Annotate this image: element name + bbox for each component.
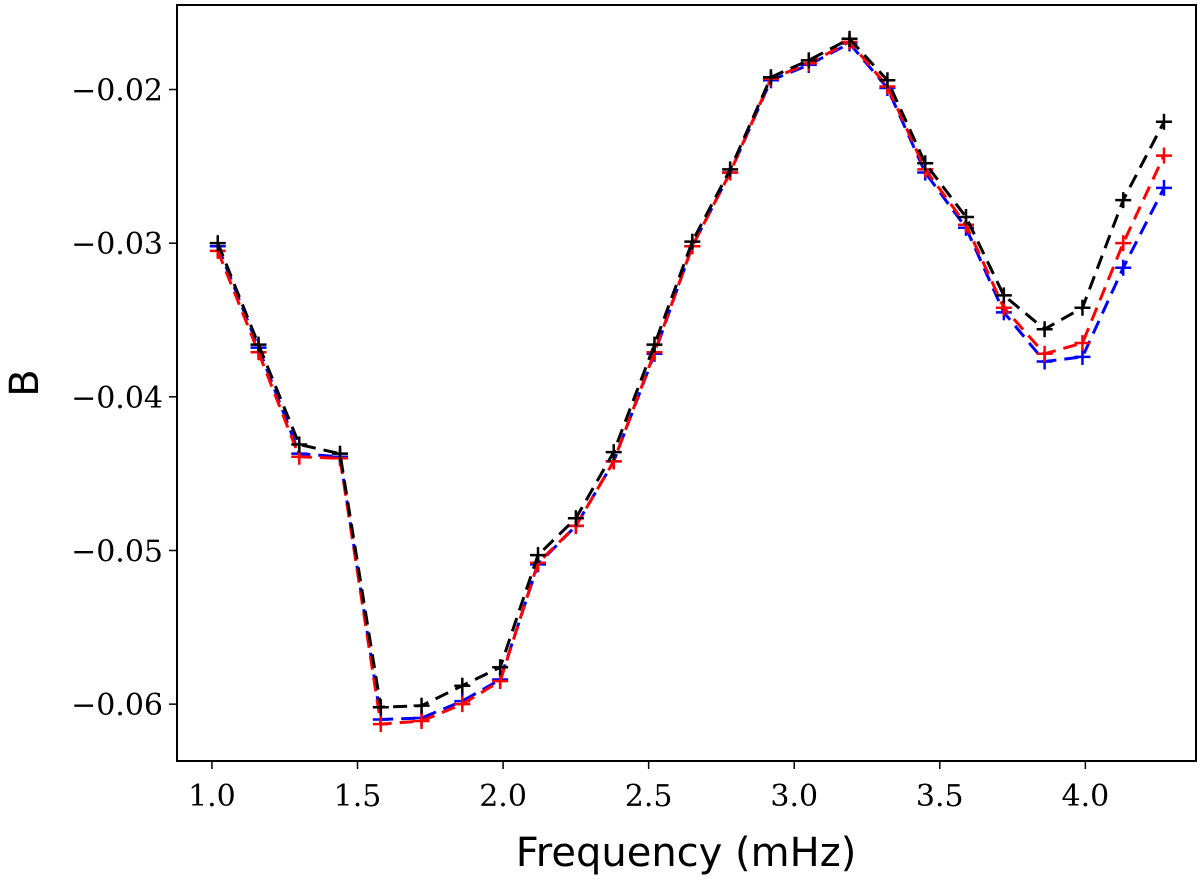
data-point bbox=[1036, 321, 1053, 338]
x-tick-label: 3.0 bbox=[770, 779, 818, 814]
data-point bbox=[957, 209, 974, 226]
data-point bbox=[492, 673, 509, 690]
data-point bbox=[454, 696, 471, 713]
data-point bbox=[567, 510, 584, 527]
series-line bbox=[216, 36, 1166, 709]
data-point bbox=[605, 444, 622, 461]
series-1 bbox=[209, 35, 1172, 728]
data-point bbox=[1115, 259, 1132, 276]
x-tick-label: 2.5 bbox=[625, 779, 673, 814]
data-point bbox=[1155, 147, 1172, 164]
data-point bbox=[413, 713, 430, 730]
y-axis-label: B bbox=[2, 369, 48, 396]
data-point bbox=[1074, 299, 1091, 316]
data-point bbox=[250, 336, 267, 353]
data-point bbox=[1074, 348, 1091, 365]
y-tick-label: −0.06 bbox=[71, 688, 163, 723]
x-tick-label: 2.0 bbox=[479, 779, 527, 814]
data-point bbox=[722, 161, 739, 178]
x-tick-label: 3.5 bbox=[916, 779, 964, 814]
data-point bbox=[413, 697, 430, 714]
data-point bbox=[879, 72, 896, 89]
data-point bbox=[372, 699, 389, 716]
data-point bbox=[684, 233, 701, 250]
data-point bbox=[917, 155, 934, 172]
y-tick-label: −0.02 bbox=[71, 74, 163, 109]
series-line bbox=[216, 41, 1166, 722]
plot-frame bbox=[176, 4, 1197, 762]
data-point bbox=[800, 52, 817, 69]
x-axis-label: Frequency (mHz) bbox=[516, 830, 857, 876]
x-tick-label: 1.5 bbox=[334, 779, 382, 814]
data-point bbox=[530, 547, 547, 564]
data-point bbox=[454, 677, 471, 694]
series-line bbox=[216, 40, 1166, 726]
data-point bbox=[1115, 235, 1132, 252]
plot-marks bbox=[209, 30, 1172, 733]
x-tick-label: 4.0 bbox=[1062, 779, 1110, 814]
x-tick-label: 1.0 bbox=[188, 779, 236, 814]
data-point bbox=[492, 659, 509, 676]
data-point bbox=[1115, 192, 1132, 209]
data-point bbox=[291, 436, 308, 453]
series-2 bbox=[209, 33, 1172, 733]
data-point bbox=[209, 235, 226, 252]
data-point bbox=[332, 445, 349, 462]
data-point bbox=[1155, 113, 1172, 130]
data-point bbox=[1074, 335, 1091, 352]
series-3 bbox=[209, 30, 1172, 716]
y-axis: −0.06 −0.05 −0.04 −0.03 −0.02 bbox=[71, 74, 177, 723]
data-point bbox=[372, 716, 389, 733]
data-point bbox=[646, 336, 663, 353]
data-point bbox=[841, 30, 858, 47]
data-point bbox=[995, 287, 1012, 304]
data-point bbox=[1036, 345, 1053, 362]
y-tick-label: −0.04 bbox=[71, 381, 163, 416]
x-axis: 1.0 1.5 2.0 2.5 3.0 3.5 4.0 bbox=[188, 761, 1109, 814]
y-tick-label: −0.03 bbox=[71, 227, 163, 262]
data-point bbox=[762, 69, 779, 86]
data-point bbox=[1155, 179, 1172, 196]
y-tick-label: −0.05 bbox=[71, 534, 163, 569]
